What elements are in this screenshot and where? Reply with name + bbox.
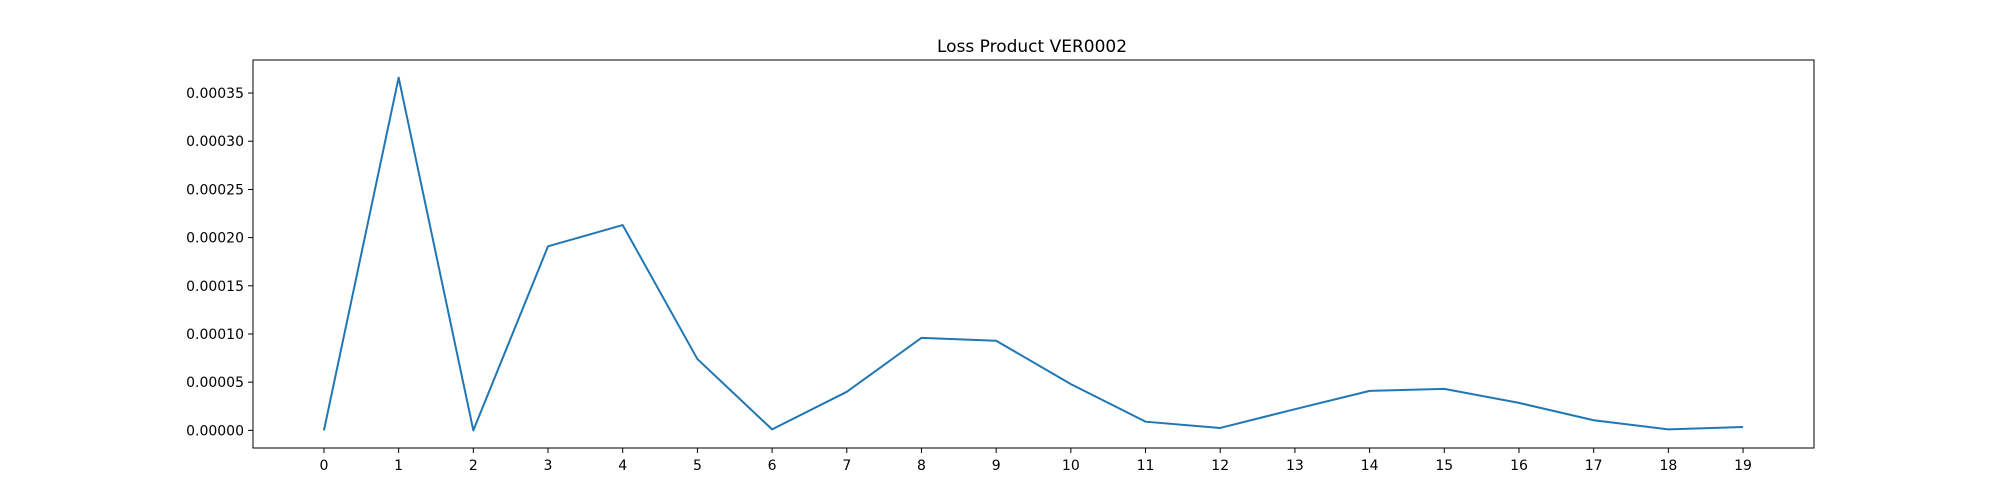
x-tick-label: 12 (1211, 458, 1229, 474)
x-tick-label: 8 (917, 458, 926, 474)
series-line (322, 76, 1744, 432)
y-tick-label: 0.00010 (186, 327, 244, 343)
plot-frame (252, 59, 1815, 449)
x-tick-label: 0 (319, 458, 328, 474)
x-tick-label: 3 (544, 458, 553, 474)
x-tick-label: 19 (1734, 458, 1752, 474)
x-tick-label: 1 (394, 458, 403, 474)
x-tick-label: 15 (1435, 458, 1453, 474)
y-tick-label: 0.00035 (186, 86, 244, 102)
x-tick-label: 18 (1659, 458, 1677, 474)
x-tick-label: 9 (992, 458, 1001, 474)
x-tick-label: 16 (1510, 458, 1528, 474)
x-tick-label: 4 (618, 458, 627, 474)
x-tick-label: 7 (842, 458, 851, 474)
x-tick-label: 11 (1137, 458, 1155, 474)
y-tick-label: 0.00015 (186, 279, 244, 295)
y-tick-label: 0.00005 (186, 375, 244, 391)
plot-area: 0 1 2 3 4 5 6 7 8 9 10 11 12 13 14 15 16 17 18 190.000000.0… (186, 59, 1815, 474)
x-tick-label: 2 (469, 458, 478, 474)
x-tick-label: 10 (1062, 458, 1080, 474)
x-tick-label: 6 (768, 458, 777, 474)
x-tick-label: 5 (693, 458, 702, 474)
x-tick-label: 14 (1361, 458, 1379, 474)
y-tick-label: 0.00020 (186, 231, 244, 247)
y-tick-label: 0.00025 (186, 182, 244, 198)
x-tick-label: 17 (1585, 458, 1603, 474)
y-tick-label: 0.00030 (186, 134, 244, 150)
y-tick-label: 0.00000 (186, 423, 244, 439)
chart-title: Loss Product VER0002 (937, 37, 1127, 57)
x-tick-label: 13 (1286, 458, 1304, 474)
